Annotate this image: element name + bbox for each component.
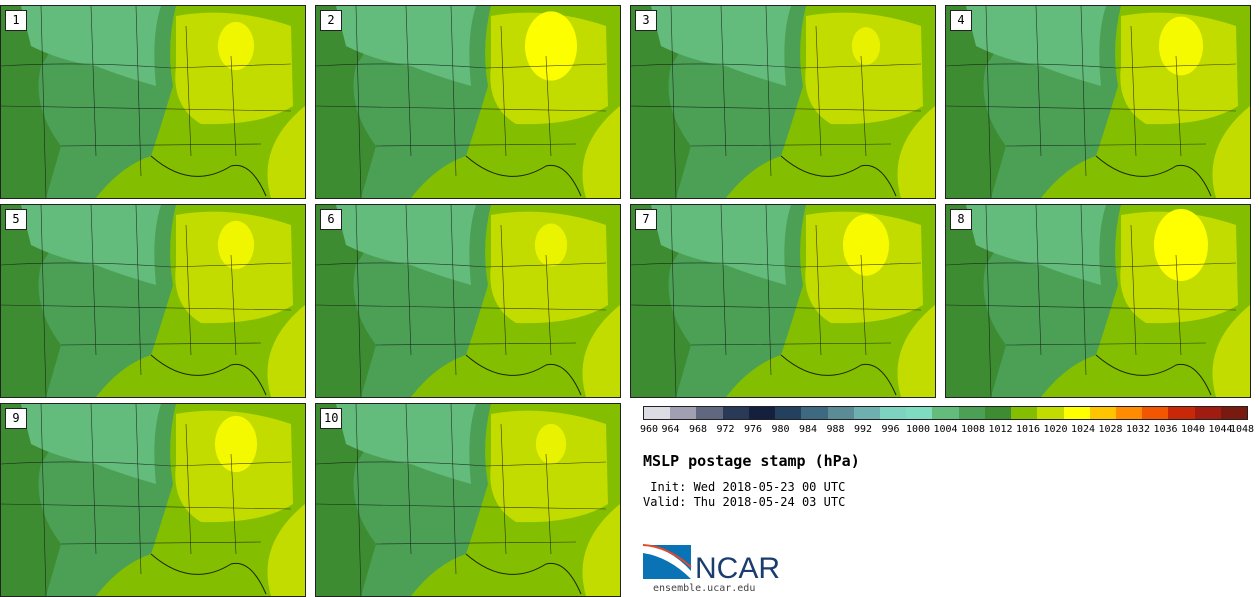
chart-title: MSLP postage stamp (hPa) — [643, 452, 860, 470]
colorbar-swatch — [696, 407, 723, 419]
colorbar-swatch — [748, 407, 776, 419]
colorbar-tick-label: 1036 — [1153, 424, 1178, 435]
colorbar-tick-label: 968 — [688, 424, 708, 435]
colorbar-swatch — [644, 407, 671, 419]
colorbar-swatch — [1089, 407, 1116, 419]
map-panel-5: 5 — [0, 204, 306, 398]
mslp-map — [316, 205, 620, 397]
mslp-map — [631, 6, 935, 198]
map-panel-2: 2 — [315, 5, 621, 199]
colorbar-tick-label: 988 — [826, 424, 845, 435]
colorbar-tick-label: 1020 — [1043, 424, 1068, 435]
member-label: 7 — [635, 209, 657, 230]
ncar-logo: NCAR — [642, 541, 793, 585]
member-label: 10 — [320, 408, 343, 429]
colorbar-ticks: 960 964 968 972 976 980 984 988 992 996 1000 1004 10… — [639, 424, 1254, 438]
colorbar-swatch — [1168, 407, 1195, 419]
colorbar-tick-label: 992 — [853, 424, 873, 435]
colorbar-swatch — [1194, 407, 1221, 419]
mslp-map — [316, 404, 620, 596]
colorbar-tick-label: 1032 — [1125, 424, 1151, 435]
colorbar-swatch — [1011, 407, 1038, 419]
member-label: 3 — [635, 10, 657, 31]
colorbar-swatch — [801, 407, 828, 419]
colorbar-tick-label: 1008 — [960, 424, 986, 435]
mslp-map — [316, 6, 620, 198]
colorbar-swatch — [1063, 407, 1090, 419]
colorbar-swatch — [1037, 407, 1064, 419]
colorbar-swatch — [958, 407, 985, 419]
map-panel-1: 1 — [0, 5, 306, 199]
colorbar-tick-label: 996 — [881, 424, 900, 435]
member-label: 8 — [950, 209, 972, 230]
colorbar-tick-label: 976 — [743, 424, 763, 435]
colorbar — [643, 406, 1248, 420]
map-panel-9: 9 — [0, 403, 306, 597]
mslp-map — [946, 205, 1250, 397]
colorbar-tick-label: 1004 — [933, 424, 958, 435]
member-label: 9 — [5, 408, 27, 429]
colorbar-tick-label: 960 — [639, 424, 659, 435]
colorbar-swatch — [879, 407, 907, 419]
mslp-map — [1, 6, 305, 198]
colorbar-swatch — [984, 407, 1012, 419]
map-panel-7: 7 — [630, 204, 936, 398]
colorbar-tick-label: 1044 — [1208, 424, 1233, 435]
colorbar-swatch — [1142, 407, 1169, 419]
map-panel-3: 3 — [630, 5, 936, 199]
colorbar-swatch — [853, 407, 880, 419]
colorbar-tick-label: 1040 — [1180, 424, 1206, 435]
map-panel-10: 10 — [315, 403, 621, 597]
colorbar-tick-label: 1024 — [1070, 424, 1096, 435]
colorbar-swatch — [722, 407, 749, 419]
member-label: 2 — [320, 10, 342, 31]
colorbar-swatch — [932, 407, 959, 419]
colorbar-swatch — [1115, 407, 1143, 419]
colorbar-tick-label: 1000 — [905, 424, 931, 435]
member-label: 4 — [950, 10, 972, 31]
colorbar-tick-label: 1028 — [1098, 424, 1123, 435]
site-url: ensemble.ucar.edu — [653, 583, 756, 594]
colorbar-swatch — [775, 407, 802, 419]
colorbar-tick-label: 1048 — [1229, 424, 1255, 435]
colorbar-tick-label: 1012 — [988, 424, 1013, 435]
map-panel-4: 4 — [945, 5, 1251, 199]
member-label: 5 — [5, 209, 27, 230]
colorbar-tick-label: 980 — [771, 424, 790, 435]
mslp-map — [946, 6, 1250, 198]
mslp-map — [1, 205, 305, 397]
member-label: 6 — [320, 209, 342, 230]
mslp-map — [1, 404, 305, 596]
map-panel-8: 8 — [945, 204, 1251, 398]
init-time: Init: Wed 2018-05-23 00 UTC — [643, 480, 846, 494]
valid-time: Valid: Thu 2018-05-24 03 UTC — [643, 495, 846, 509]
colorbar-tick-label: 1016 — [1015, 424, 1041, 435]
colorbar-swatch — [906, 407, 933, 419]
colorbar-tick-label: 964 — [661, 424, 680, 435]
colorbar-tick-label: 972 — [716, 424, 735, 435]
mslp-map — [631, 205, 935, 397]
colorbar-swatch — [670, 407, 697, 419]
member-label: 1 — [5, 10, 27, 31]
svg-text:NCAR: NCAR — [695, 552, 780, 581]
colorbar-swatch — [1220, 407, 1248, 419]
map-panel-6: 6 — [315, 204, 621, 398]
colorbar-swatch — [827, 407, 854, 419]
colorbar-tick-label: 984 — [798, 424, 818, 435]
